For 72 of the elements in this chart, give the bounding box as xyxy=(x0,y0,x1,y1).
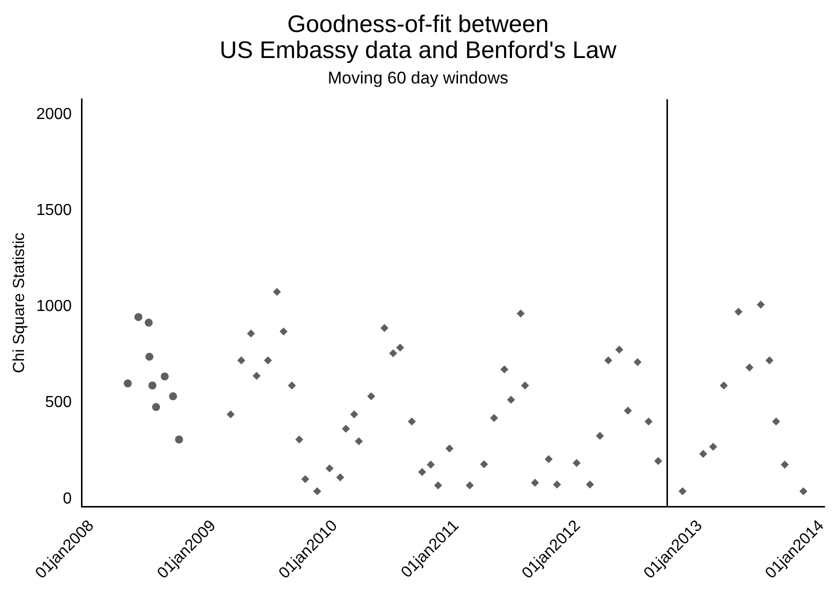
y-tick-label: 0 xyxy=(62,490,72,508)
point xyxy=(480,460,488,468)
y-tick-label: 1500 xyxy=(36,202,72,220)
point xyxy=(586,480,594,488)
point xyxy=(152,403,160,412)
point xyxy=(521,382,530,390)
point xyxy=(596,432,604,440)
point xyxy=(237,356,246,364)
point xyxy=(264,356,272,364)
point xyxy=(765,356,774,364)
point xyxy=(604,356,612,364)
y-tick-label: 2000 xyxy=(36,106,72,123)
point xyxy=(699,450,708,458)
point xyxy=(799,487,808,496)
point xyxy=(389,349,398,358)
point xyxy=(418,468,426,476)
point xyxy=(145,352,154,361)
point xyxy=(342,424,350,433)
point xyxy=(169,392,178,400)
point xyxy=(756,300,765,309)
y-tick-label: 500 xyxy=(45,394,72,412)
point xyxy=(634,358,642,366)
point xyxy=(516,309,525,318)
point xyxy=(734,308,742,316)
point xyxy=(350,410,358,418)
point xyxy=(280,328,288,336)
point xyxy=(288,382,296,390)
point xyxy=(354,437,363,446)
point xyxy=(272,288,281,296)
point xyxy=(313,487,322,496)
point xyxy=(531,478,540,487)
point xyxy=(148,382,156,390)
point xyxy=(624,406,632,415)
point xyxy=(160,372,169,380)
point xyxy=(301,475,310,484)
point xyxy=(326,464,334,472)
point xyxy=(144,318,153,327)
point xyxy=(426,460,435,469)
point xyxy=(434,481,442,490)
point xyxy=(552,480,561,488)
point xyxy=(445,444,454,453)
point xyxy=(745,363,754,372)
point xyxy=(246,329,255,338)
point xyxy=(175,436,184,444)
point xyxy=(252,372,261,380)
point xyxy=(336,473,344,482)
point xyxy=(654,457,662,466)
point xyxy=(772,417,780,426)
chart-title: Goodness-of-fit between US Embassy data and Benford's Law xyxy=(220,10,618,64)
point xyxy=(544,455,553,464)
point xyxy=(466,481,474,490)
point xyxy=(367,392,376,400)
point xyxy=(295,436,304,444)
point xyxy=(644,417,653,426)
point xyxy=(709,442,718,451)
point xyxy=(500,365,508,374)
point xyxy=(678,487,687,496)
point xyxy=(490,414,498,422)
point xyxy=(408,417,416,426)
chart-subtitle: Moving 60 day windows xyxy=(328,68,508,88)
point xyxy=(615,346,624,354)
point xyxy=(134,313,142,322)
point xyxy=(780,460,789,469)
point xyxy=(380,324,388,332)
y-tick-label: 1000 xyxy=(36,298,72,316)
point xyxy=(396,344,404,352)
point xyxy=(124,379,132,388)
y-axis-title: Chi Square Statistic xyxy=(11,232,28,374)
point xyxy=(226,410,235,418)
point xyxy=(507,396,516,404)
point xyxy=(572,458,581,467)
point xyxy=(720,382,728,390)
